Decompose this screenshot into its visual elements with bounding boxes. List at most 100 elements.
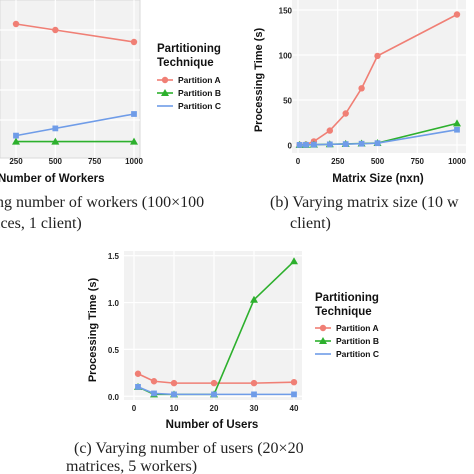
plot-c-lines bbox=[134, 257, 298, 398]
plot-b-point-partition-a bbox=[453, 11, 461, 18]
legend-bottom-keys bbox=[315, 324, 331, 355]
plot-c-point-partition-a bbox=[170, 379, 178, 387]
legend-bottom-keys-key-marker-partition-a bbox=[319, 324, 327, 332]
legend-bottom-title-line-1: Partitioning bbox=[315, 292, 379, 304]
plot-b-y-tick-label: 150 bbox=[279, 7, 293, 16]
plot-c-point-partition-b bbox=[250, 295, 258, 303]
plot-b-x-tick-label: 0 bbox=[296, 157, 301, 166]
plot-a-point-partition-b bbox=[51, 137, 60, 145]
plot-c-x-ticks: 0 10 20 30 40 bbox=[132, 404, 299, 413]
plot-a-x-tick-label: 250 bbox=[9, 157, 23, 166]
legend-top: Partitioning Technique Partition A Parti… bbox=[157, 43, 221, 111]
plot-b-point-partition-c bbox=[303, 141, 309, 148]
caption-c-line-1: (c) Varying number of users (20×20 bbox=[74, 440, 304, 457]
plot-a-point-partition-c bbox=[13, 132, 19, 139]
plot-a-point-partition-a bbox=[12, 20, 20, 28]
plot-c-y-ticks: 0.0 0.5 1.0 1.5 bbox=[108, 252, 120, 402]
legend-bottom-title-line-2: Technique bbox=[315, 306, 372, 318]
legend-bottom-label-b: Partition B bbox=[336, 336, 379, 346]
legend-top-keys-key-marker-partition-a bbox=[161, 76, 169, 84]
plot-b-point-partition-c bbox=[358, 140, 365, 147]
plot-a-point-partition-c bbox=[131, 111, 137, 117]
plot-c-point-partition-a bbox=[150, 378, 158, 385]
legend-top-label-a: Partition A bbox=[178, 75, 221, 85]
legend-top-title-line-1: Partitioning bbox=[157, 43, 221, 55]
caption-a-line-1: ng number of workers (100×100 bbox=[0, 194, 204, 211]
plot-c-point-partition-c bbox=[171, 391, 177, 398]
plot-a-point-partition-c bbox=[52, 125, 59, 132]
panel-b: Processing Time (s) 0 50 100 150 0 250 500 750… bbox=[253, 0, 466, 185]
plot-a-background bbox=[0, 0, 141, 159]
plot-b-point-partition-c bbox=[454, 126, 460, 133]
plot-b-y-tick-label: 0 bbox=[288, 142, 293, 151]
plot-c-point-partition-a bbox=[250, 379, 258, 387]
plot-c-point-partition-c bbox=[211, 391, 217, 398]
plot-b-x-tick-label: 750 bbox=[411, 157, 425, 166]
plot-a-point-partition-b bbox=[130, 137, 138, 145]
plot-a-x-axis-label: Number of Workers bbox=[0, 173, 105, 185]
plot-c-x-axis-label: Number of Users bbox=[166, 419, 259, 431]
plot-c-point-partition-c bbox=[151, 390, 157, 397]
panel-c: Processing Time (s) 0.0 0.5 1.0 1.5 0 10 20 30… bbox=[87, 251, 302, 431]
legend-top-label-c: Partition C bbox=[178, 101, 221, 111]
plot-c-x-tick-label: 30 bbox=[250, 404, 259, 413]
plot-b-x-axis-label: Matrix Size (nxn) bbox=[332, 173, 424, 185]
plot-c-x-tick-label: 40 bbox=[290, 404, 299, 413]
plot-c-point-partition-b bbox=[290, 257, 298, 265]
legend-bottom-label-a: Partition A bbox=[336, 323, 379, 333]
plot-c-y-tick-label: 0.5 bbox=[108, 346, 120, 355]
plot-b-x-tick-label: 1000 bbox=[448, 157, 466, 166]
plot-a-point-partition-a bbox=[130, 38, 138, 46]
plot-b-lines bbox=[295, 11, 461, 149]
plot-b-point-partition-c bbox=[311, 141, 317, 148]
plot-a-x-ticks: 250 500 750 1000 bbox=[9, 157, 143, 166]
plot-b-point-partition-a bbox=[358, 85, 365, 92]
legend-bottom-label-c: Partition C bbox=[336, 349, 379, 359]
plot-b-point-partition-c bbox=[296, 142, 303, 148]
plot-a-point-partition-b bbox=[12, 137, 20, 145]
plot-a-grid bbox=[0, 0, 140, 158]
plot-b-y-tick-label: 100 bbox=[279, 52, 293, 61]
plot-c-y-axis-label: Processing Time (s) bbox=[87, 278, 99, 383]
plot-a-x-tick-label: 1000 bbox=[125, 157, 143, 166]
plot-a-x-tick-label: 500 bbox=[49, 157, 63, 166]
legend-top-keys bbox=[157, 76, 173, 107]
plot-b-point-partition-c bbox=[326, 141, 333, 148]
caption-b-line-1: (b) Varying matrix size (10 w bbox=[270, 194, 459, 211]
caption-a-line-2: ices, 1 client) bbox=[0, 215, 82, 232]
plot-c-point-partition-a bbox=[210, 379, 218, 387]
caption-b-line-2: client) bbox=[290, 215, 331, 232]
plot-c-point-partition-c bbox=[291, 391, 297, 398]
plot-b-x-tick-label: 500 bbox=[371, 157, 385, 166]
plot-c-x-tick-label: 20 bbox=[210, 404, 219, 413]
plot-b-point-partition-a bbox=[374, 52, 381, 60]
plot-a-point-partition-a bbox=[52, 26, 59, 34]
legend-bottom: Partitioning Technique Partition A Parti… bbox=[315, 292, 379, 359]
plot-b-x-tick-label: 250 bbox=[331, 157, 345, 166]
legend-top-keys-key-marker-partition-b bbox=[161, 89, 169, 96]
legend-top-label-b: Partition B bbox=[178, 88, 221, 98]
plot-c-background bbox=[124, 251, 302, 400]
panel-a: 250 500 750 1000 Number of Workers bbox=[0, 0, 143, 185]
plot-c-x-tick-label: 0 bbox=[132, 404, 137, 413]
plot-b-point-partition-c bbox=[342, 141, 349, 147]
plot-c-point-partition-a bbox=[134, 370, 142, 377]
plot-c-x-tick-label: 10 bbox=[170, 404, 179, 413]
plot-c-y-tick-label: 1.0 bbox=[108, 299, 120, 308]
plot-b-y-axis-label: Processing Time (s) bbox=[253, 28, 265, 133]
legend-top-title-line-2: Technique bbox=[157, 57, 214, 69]
plot-c-point-partition-c bbox=[135, 384, 141, 390]
plot-b-point-partition-c bbox=[374, 140, 381, 147]
plot-c-y-tick-label: 0.0 bbox=[108, 393, 120, 402]
plot-b-y-tick-label: 50 bbox=[283, 97, 292, 106]
plot-a-lines bbox=[12, 20, 138, 145]
caption-c-line-2: matrices, 5 workers) bbox=[66, 458, 197, 474]
plot-c-y-tick-label: 1.5 bbox=[108, 252, 120, 261]
plot-b-point-partition-b bbox=[453, 119, 461, 127]
plot-c-point-partition-a bbox=[290, 378, 298, 386]
plot-b-x-ticks: 0 250 500 750 1000 bbox=[296, 157, 467, 166]
legend-bottom-keys-key-marker-partition-b bbox=[319, 337, 327, 344]
plot-b-point-partition-a bbox=[342, 110, 349, 117]
plot-b-y-ticks: 0 50 100 150 bbox=[279, 7, 293, 151]
